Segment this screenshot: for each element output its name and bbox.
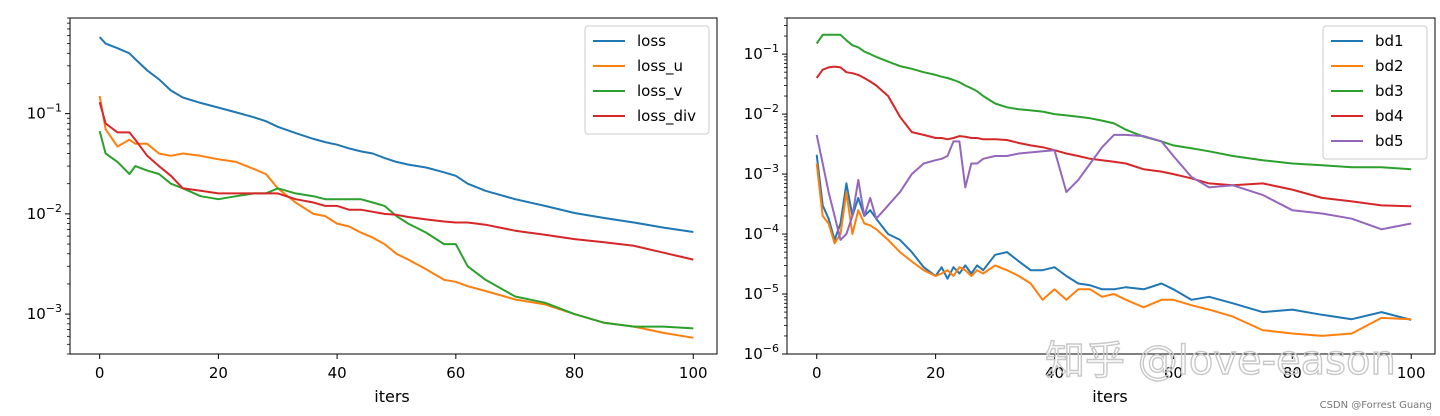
legend-label: bd5	[1375, 132, 1404, 150]
legend-label: bd2	[1375, 57, 1404, 75]
series-line-bd1	[815, 154, 1412, 321]
y-tick-label: 10−2	[27, 202, 62, 223]
series-line-bd5	[815, 133, 1412, 241]
x-tick-label: 100	[1397, 364, 1426, 382]
y-tick-label: 10−3	[744, 162, 779, 183]
legend-label: loss_u	[637, 57, 683, 76]
y-tick-label: 10−6	[744, 342, 779, 363]
x-axis-label: iters	[1092, 387, 1127, 406]
x-tick-label: 0	[95, 364, 105, 382]
x-axis-label: iters	[374, 387, 409, 406]
y-tick-label: 10−1	[744, 42, 779, 63]
legend: loss loss_u loss_v loss_div	[584, 25, 710, 135]
axes-frame	[69, 17, 718, 355]
legend-label: bd3	[1375, 82, 1404, 100]
y-tick-label: 10−3	[27, 302, 62, 323]
series-line-loss-div	[98, 101, 694, 261]
legend: bd1 bd2 bd3 bd4 bd5	[1322, 25, 1428, 160]
legend-label: bd4	[1375, 107, 1404, 125]
x-tick-label: 20	[209, 364, 228, 382]
bd-chart: 0 20 40 60 80 100 10−6 10−5 10−4 10−3 10−2 10−1 iter…	[744, 17, 1436, 406]
loss-chart: 0 20 40 60 80 10010−310−210−1iterslossloss_ul…	[27, 17, 718, 406]
legend-box	[584, 25, 710, 135]
legend-label: bd1	[1375, 32, 1404, 50]
x-tick-label: 100	[679, 364, 708, 382]
y-tick-label: 10−1	[27, 102, 62, 123]
y-tick-label: 10−5	[744, 282, 779, 303]
x-tick-label: 80	[1283, 364, 1302, 382]
legend-label: loss	[637, 32, 666, 50]
series-line-loss	[98, 36, 694, 233]
legend-box	[1322, 25, 1428, 160]
credit-text: CSDN @Forrest Guang	[1320, 400, 1432, 411]
x-tick-label: 20	[926, 364, 945, 382]
axes-frame	[786, 17, 1436, 355]
legend-label: loss_v	[637, 82, 682, 101]
series-line-loss-v	[98, 130, 694, 330]
watermark-text: 知乎 @love-eason	[1045, 338, 1396, 384]
x-tick-label: 80	[565, 364, 584, 382]
series-line-loss-u	[98, 95, 694, 339]
y-tick-label: 10−4	[744, 222, 779, 243]
series-line-bd4	[815, 65, 1412, 208]
series-line-bd3	[815, 33, 1412, 171]
series-line-bd2	[815, 163, 1412, 337]
y-tick-label: 10−2	[744, 102, 779, 123]
legend-label: loss_div	[637, 107, 696, 126]
x-tick-label: 40	[328, 364, 347, 382]
x-tick-label: 40	[1045, 364, 1064, 382]
x-tick-label: 0	[812, 364, 822, 382]
x-tick-label: 60	[1164, 364, 1183, 382]
x-tick-label: 60	[446, 364, 465, 382]
